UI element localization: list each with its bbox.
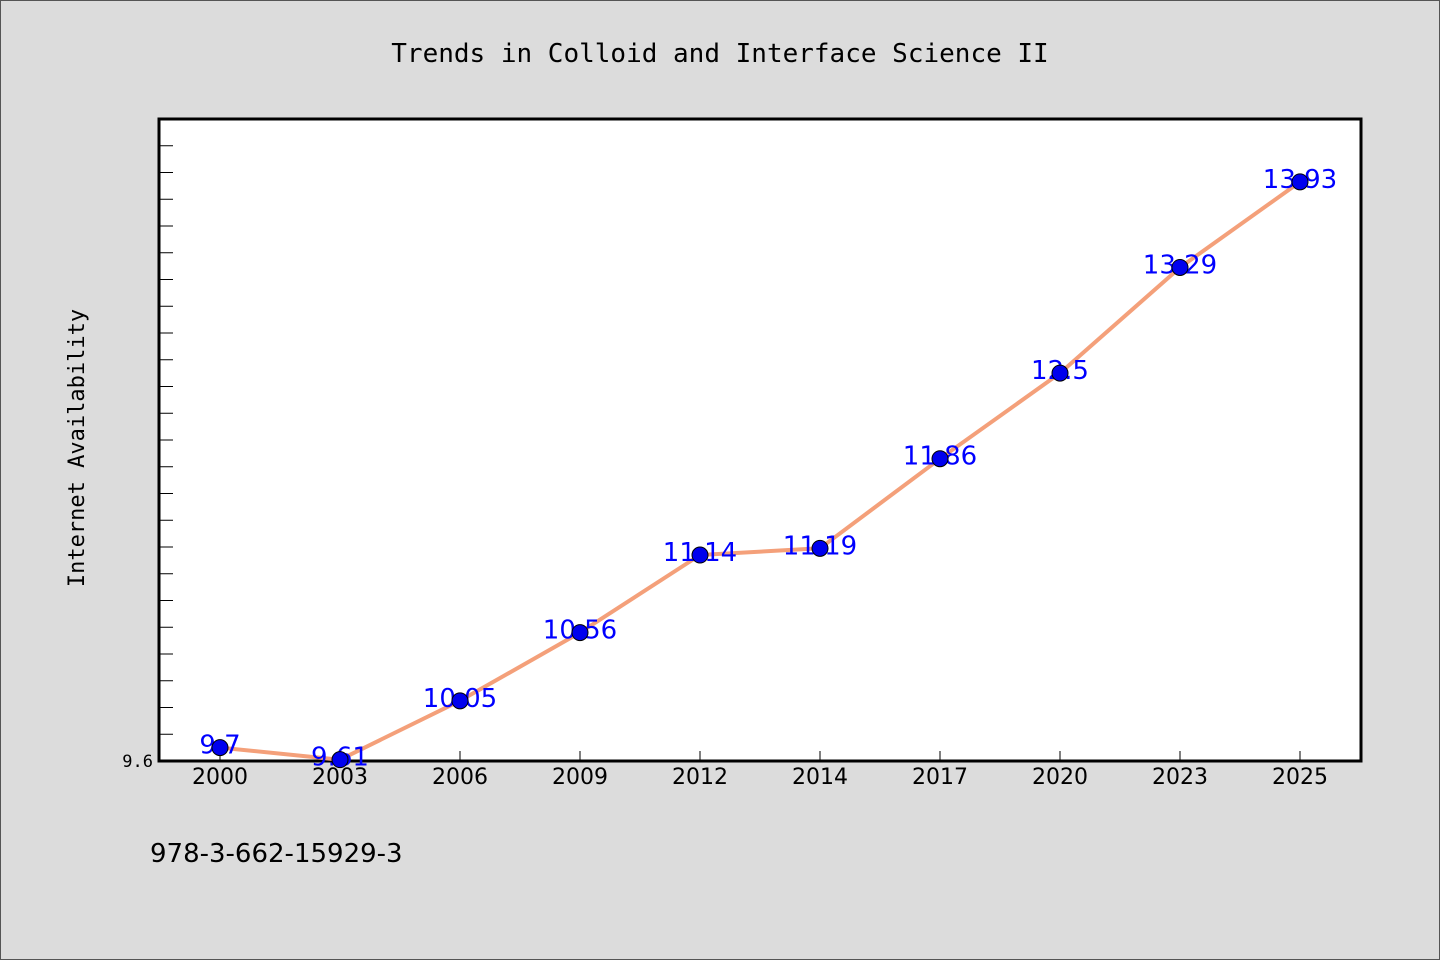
- x-tick-label: 2023: [1152, 765, 1208, 790]
- data-point: [331, 751, 349, 769]
- x-axis-tick-labels: 2000 2003 2006 2009 2012 2014 2017 2020 2023 2025: [192, 765, 1328, 790]
- y-tick-label: 9.6: [122, 752, 153, 772]
- y-axis-label: Internet Availability: [65, 309, 90, 587]
- data-point: [1051, 364, 1069, 382]
- x-tick-label: 2017: [912, 765, 968, 790]
- data-point: [931, 450, 949, 468]
- x-tick-label: 2000: [192, 765, 248, 790]
- x-tick-label: 2012: [672, 765, 728, 790]
- data-point: [451, 692, 469, 710]
- data-point: [571, 624, 589, 642]
- data-point: [811, 539, 829, 557]
- y-axis-tick-labels: 9.6: [122, 752, 153, 772]
- footer-isbn: 978-3-662-15929-3: [150, 839, 403, 869]
- plot-area: [157, 117, 1363, 763]
- data-point: [211, 739, 229, 757]
- x-tick-label: 2009: [552, 765, 608, 790]
- data-point: [1171, 258, 1189, 276]
- y-axis-ticks: [159, 118, 173, 735]
- series-line: [219, 180, 1302, 762]
- chart-title: Trends in Colloid and Interface Science …: [391, 39, 1048, 69]
- data-point: [1291, 173, 1309, 191]
- x-tick-label: 2006: [432, 765, 488, 790]
- x-tick-label: 2003: [312, 765, 368, 790]
- data-point: [691, 546, 709, 564]
- x-tick-label: 2014: [792, 765, 848, 790]
- x-tick-label: 2025: [1272, 765, 1328, 790]
- x-tick-label: 2020: [1032, 765, 1088, 790]
- data-points: [211, 173, 1309, 769]
